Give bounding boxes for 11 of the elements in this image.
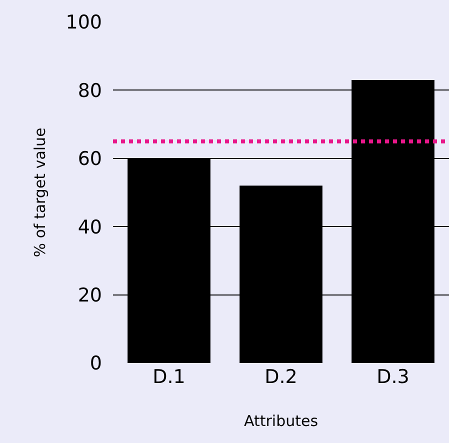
y-tick-label: 100: [66, 12, 102, 34]
y-tick-label: 60: [78, 148, 102, 170]
x-tick-label: D.1: [152, 366, 186, 388]
y-tick-label: 0: [90, 352, 102, 375]
x-tick-label: D.2: [264, 366, 298, 388]
y-tick-label: 20: [78, 284, 102, 306]
y-tick-label: 80: [78, 80, 102, 102]
y-tick-label: 40: [78, 216, 102, 238]
y-axis-title: % of target value: [30, 128, 49, 258]
x-axis-title: Attributes: [244, 412, 318, 430]
x-tick-label: D.3: [376, 366, 410, 388]
